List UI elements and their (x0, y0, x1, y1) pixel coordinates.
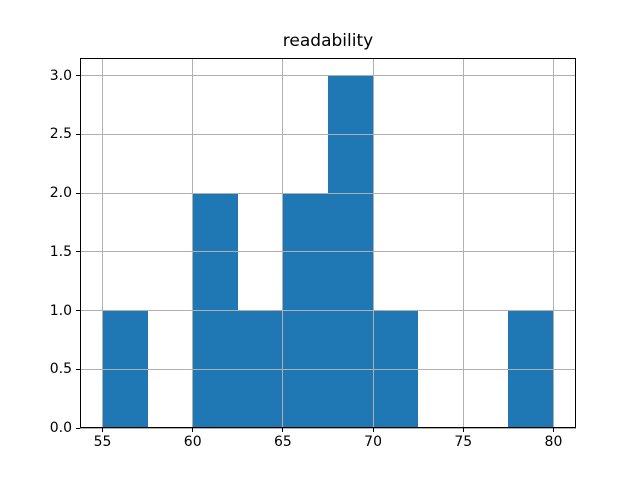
x-tick-label: 75 (454, 434, 473, 450)
gridline-horizontal (80, 310, 576, 312)
x-tick-label: 70 (364, 434, 382, 450)
y-tick-mark (76, 251, 80, 253)
gridline-horizontal (80, 368, 576, 370)
grid-layer (80, 58, 576, 429)
gridline-vertical (462, 58, 464, 428)
x-tick-mark (102, 428, 104, 432)
x-tick-mark (192, 428, 194, 432)
gridline-horizontal (80, 427, 576, 429)
gridline-vertical (552, 58, 554, 428)
gridline-horizontal (80, 192, 576, 194)
gridline-horizontal (80, 251, 576, 253)
x-tick-label: 80 (544, 434, 563, 450)
gridline-vertical (192, 58, 194, 428)
gridline-vertical (282, 58, 284, 428)
y-tick-label: 1.0 (49, 302, 72, 319)
x-tick-mark (282, 428, 284, 432)
x-tick-mark (552, 428, 554, 432)
y-tick-mark (76, 75, 80, 77)
y-tick-label: 2.5 (49, 126, 72, 143)
x-tick-label: 65 (273, 434, 292, 450)
gridline-horizontal (80, 133, 576, 135)
y-tick-label: 2.0 (49, 185, 72, 202)
chart-title: readability (282, 31, 374, 51)
y-tick-mark (76, 368, 80, 370)
y-tick-mark (76, 133, 80, 135)
y-tick-mark (76, 427, 80, 429)
y-tick-label: 1.5 (49, 243, 72, 260)
gridline-horizontal (80, 75, 576, 77)
y-tick-mark (76, 192, 80, 194)
y-tick-label: 0.0 (49, 420, 72, 436)
gridline-vertical (102, 58, 104, 428)
y-tick-mark (76, 310, 80, 312)
x-tick-label: 55 (93, 434, 112, 450)
plot-area: 55 60 65 70 75 80 0.0 0.5 1.0 1.5 2.0 2.5 3.0 (50, 58, 576, 450)
gridline-vertical (372, 58, 374, 428)
y-tick-label: 0.5 (49, 361, 72, 378)
x-tick-mark (462, 428, 464, 432)
y-tick-label: 3.0 (49, 67, 72, 84)
x-tick-mark (372, 428, 374, 432)
x-tick-label: 60 (183, 434, 202, 450)
